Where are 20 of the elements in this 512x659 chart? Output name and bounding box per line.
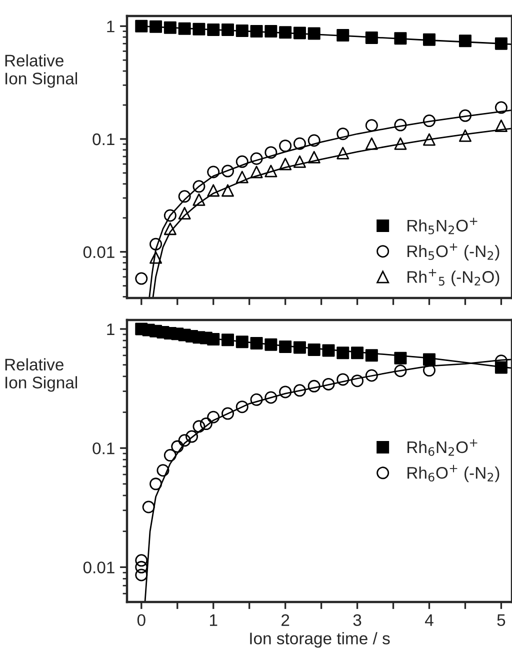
x-tick-label: 1 — [210, 614, 218, 626]
y-axis-title: Relative Ion Signal — [5, 54, 78, 88]
x-tick-label: 2 — [282, 614, 290, 626]
x-tick-label: 4 — [424, 614, 434, 626]
x-tick-label: 0 — [137, 614, 146, 626]
legend-label: Rh$_{6}$N$_{2}$O$^{+}$ — [408, 439, 478, 456]
y-tick-label: 0.01 — [83, 246, 114, 258]
y-tick-label: 0.01 — [83, 562, 114, 574]
x-tick-label: 5 — [497, 614, 506, 626]
legend-label: Rh$_{5}$O$^{+}$ (-N$_{2}$) — [408, 243, 500, 260]
y-tick-label: 0.1 — [92, 133, 114, 146]
x-axis-title: Ion storage time / s — [250, 632, 390, 648]
x-tick-label: 3 — [353, 614, 362, 626]
y-tick-label: 0.1 — [92, 442, 114, 454]
legend-label: Rh$_{6}$O$^{+}$ (-N$_{2}$) — [408, 464, 500, 482]
y-tick-label: 1 — [107, 20, 114, 32]
legend-label: Rh$^{+}$$_{5}$ (-N$_{2}$O) — [408, 269, 500, 286]
y-axis-title: Relative Ion Signal — [5, 358, 78, 392]
legend-label: Rh$_{5}$N$_{2}$O$^{+}$ — [408, 218, 478, 234]
y-tick-label: 1 — [107, 324, 114, 336]
